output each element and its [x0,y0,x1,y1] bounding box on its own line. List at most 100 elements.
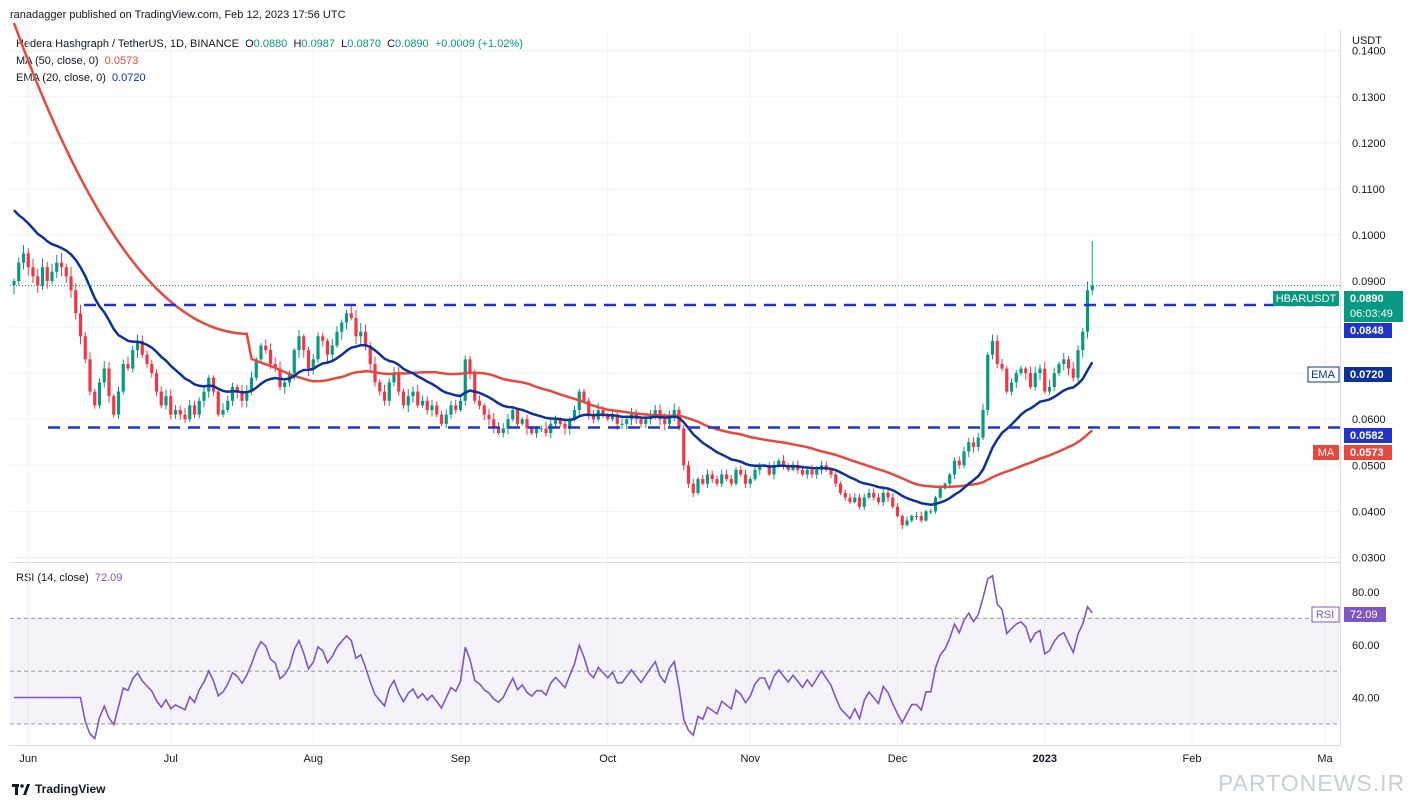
publisher-line: ranadagger published on TradingView.com,… [10,9,346,21]
candle-body [1057,363,1061,374]
candle-body [1090,285,1094,291]
candle-body [416,391,420,406]
candle-body [88,359,92,392]
candle-body [857,497,862,507]
candle-body [150,363,154,374]
candle-body [986,354,990,410]
candle-body [40,267,45,286]
candle-body [553,419,558,424]
candle-body [264,345,268,351]
candle-body [724,474,729,480]
candle-body [653,410,657,415]
candle-body [1066,359,1071,369]
candle-body [102,368,106,383]
candle-body [905,520,909,526]
candle-body [382,391,387,401]
candle-body [1071,368,1075,378]
candle-body [686,465,691,484]
candle-body [572,410,577,420]
ma-legend-label: MA (50, close, 0) [16,55,99,67]
level-low-value: 0.0582 [1350,430,1384,442]
candle-body [292,350,296,374]
candle-body [720,474,724,484]
candle-body [363,331,368,346]
candle-body [1043,368,1047,392]
time-tick-label: Oct [599,753,616,765]
ma-legend-row[interactable]: MA (50, close, 0) 0.0573 [16,53,523,70]
level-low-badge: 0.0582 [1344,428,1392,443]
candle-body [682,428,686,466]
candle-body [971,442,976,447]
candle-body [748,479,752,484]
candle-body [758,465,762,470]
candle-body [625,419,629,424]
time-axis[interactable]: Jun Jul Aug Sep Oct Nov Dec 2023 Feb Ma [19,753,1333,765]
candle-body [344,313,349,323]
candle-body [93,391,97,406]
candle-body [154,373,159,392]
time-tick-label: Sep [451,753,471,765]
high-label: H [293,38,302,50]
ema-legend-row[interactable]: EMA (20, close, 0) 0.0720 [16,70,523,87]
candle-body [777,460,781,466]
candle-body [929,511,933,513]
candle-body [1000,363,1004,369]
candle-body [867,492,871,498]
candle-body [183,414,187,420]
candle-body [639,419,643,424]
candle-body [477,400,482,406]
support-resistance-levels [10,285,1340,429]
candle-body [230,386,235,401]
candle-body [786,465,790,470]
candle-body [302,336,306,351]
ma-badge: MA 0.0573 [1313,445,1392,460]
candle-body [454,405,458,410]
candle-body [924,511,928,521]
candle-body [487,414,491,420]
candle-body [872,492,876,498]
low-value: 0.0870 [347,38,381,50]
high-value: 0.0987 [301,38,336,50]
candle-body [515,410,520,424]
candle-body [691,483,695,493]
rsi-badge-value: 72.09 [1350,609,1378,621]
candle-body [268,350,273,364]
candle-body [21,253,26,263]
candle-body [392,373,396,383]
candle-body [359,331,363,337]
candle-body [321,336,325,341]
rsi-legend[interactable]: RSI (14, close) 72.09 [16,572,122,584]
candle-body [64,267,68,277]
candle-body [411,391,415,397]
candle-body [620,423,624,425]
candle-body [952,460,957,475]
candle-body [444,414,448,424]
price-tick-label: 0.1000 [1352,230,1386,242]
candle-body [1019,368,1023,374]
candle-body [55,262,59,272]
candle-body [74,290,78,314]
time-tick-label: Aug [303,753,323,765]
candle-body [729,479,733,484]
close-label: C [387,38,396,50]
price-tick-label: 0.0500 [1352,460,1386,472]
candle-body [853,497,857,503]
candle-body [591,414,596,420]
candle-body [69,276,73,291]
tradingview-logo[interactable]: TradingView [12,782,105,796]
candle-body [891,497,895,507]
candle-body [131,350,135,369]
candle-body [468,359,472,374]
bar-countdown: 06:03:49 [1350,308,1393,320]
candle-body [753,469,757,480]
candle-body [1005,368,1009,392]
candle-body [862,497,866,507]
candle-body [962,451,966,466]
candle-body [1085,290,1090,332]
grid [10,30,1340,745]
ema-legend-label: EMA (20, close, 0) [16,72,106,84]
candle-body [610,414,615,420]
symbol-title[interactable]: Hedera Hashgraph / TetherUS, 1D, BINANCE [16,38,239,50]
time-axis-border [10,745,1340,746]
